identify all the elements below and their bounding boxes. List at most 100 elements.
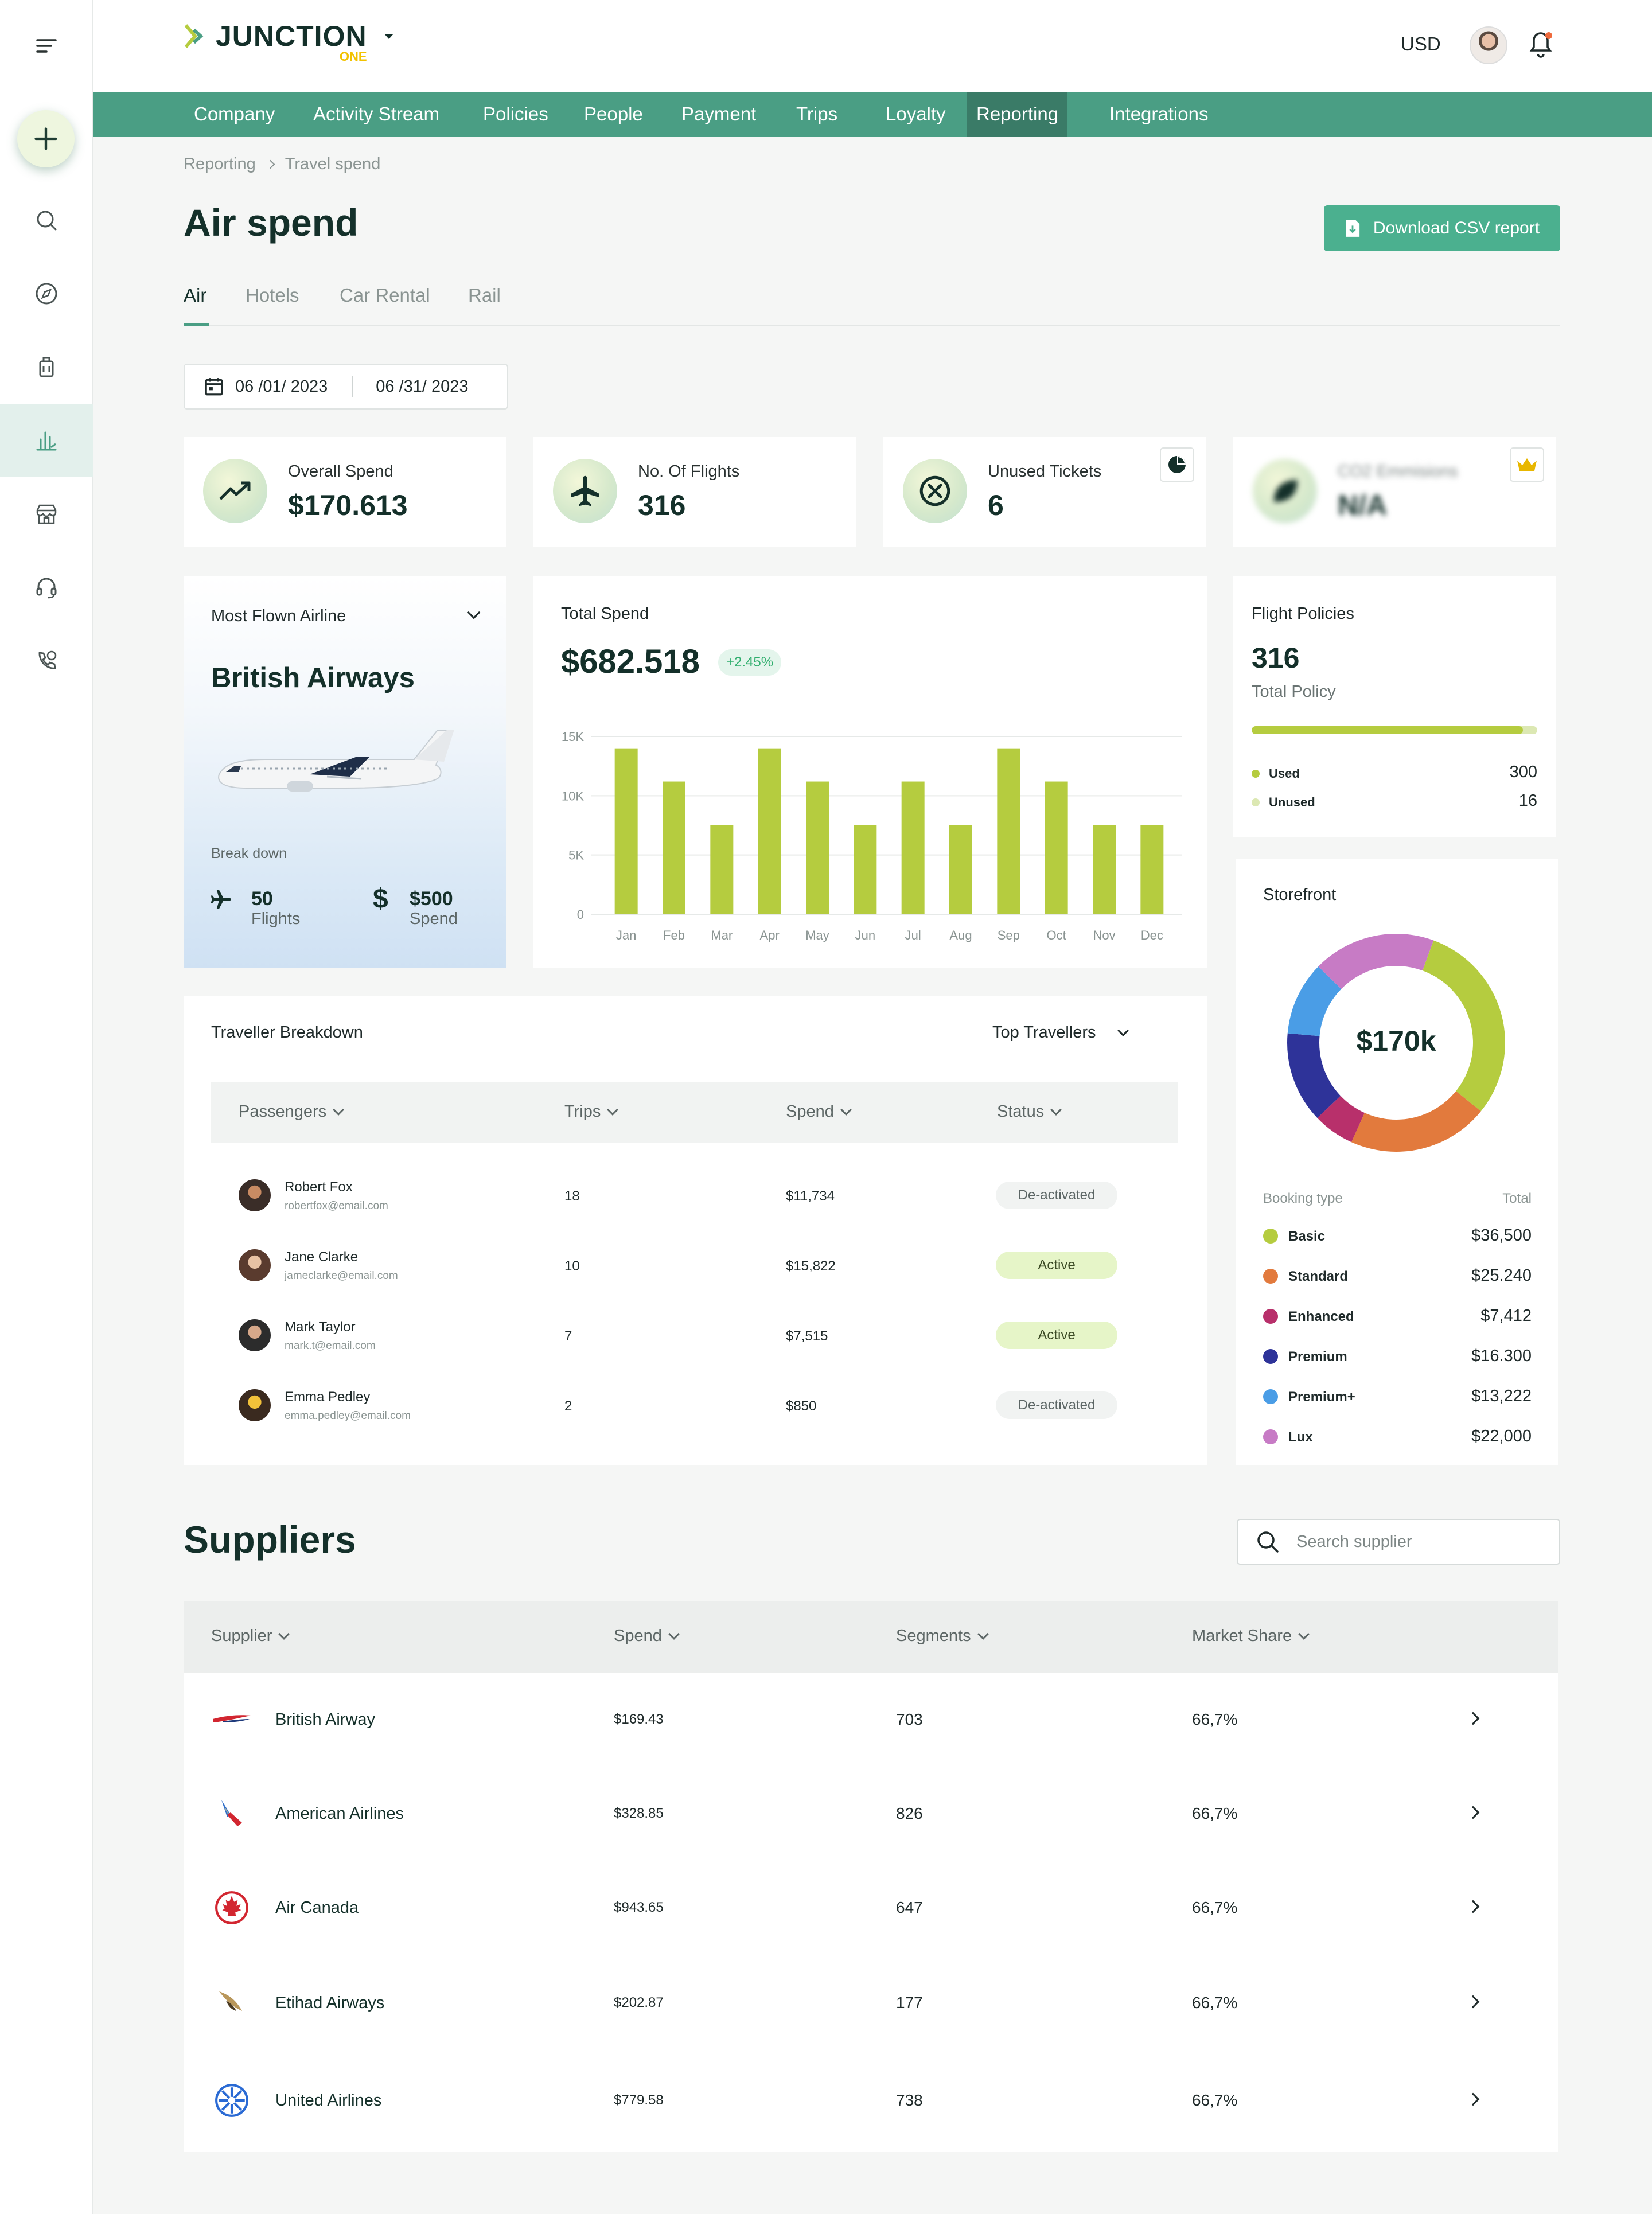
supplier-row[interactable]: Etihad Airways $202.87 177 66,7%	[184, 1957, 1558, 2049]
col-status[interactable]: Status	[997, 1102, 1062, 1121]
donut-slice[interactable]	[1422, 940, 1505, 1112]
british-airways-logo	[209, 1697, 255, 1743]
date-to[interactable]: 06 /31/ 2023	[376, 377, 469, 396]
donut-slice[interactable]	[1351, 1091, 1481, 1152]
chevron-right-icon[interactable]	[1466, 1900, 1480, 1913]
nav-company[interactable]: Company	[194, 103, 275, 124]
tabs-divider	[184, 325, 1560, 326]
legend-dot	[1263, 1269, 1278, 1284]
bar[interactable]	[614, 748, 638, 914]
bar[interactable]	[1045, 781, 1068, 914]
premium-badge[interactable]	[1510, 447, 1544, 482]
date-from[interactable]: 06 /01/ 2023	[235, 377, 328, 396]
col-market-share[interactable]: Market Share	[1192, 1627, 1310, 1646]
bar[interactable]	[901, 781, 925, 914]
supplier-row[interactable]: United Airlines $779.58 738 66,7%	[184, 2055, 1558, 2146]
traveller-row[interactable]: Robert Fox robertfox@email.com 18 $11,73…	[211, 1164, 1178, 1222]
legend-dot	[1263, 1389, 1278, 1404]
col-passengers[interactable]: Passengers	[239, 1102, 345, 1121]
store-icon	[36, 504, 57, 524]
donut-slice[interactable]	[1287, 966, 1342, 1036]
breadcrumb-reporting[interactable]: Reporting	[184, 155, 256, 173]
col-trips[interactable]: Trips	[564, 1102, 619, 1121]
bar[interactable]	[663, 781, 685, 914]
donut-slice[interactable]	[1317, 1096, 1365, 1143]
tab-hotels[interactable]: Hotels	[246, 284, 299, 306]
supplier-spend: $169.43	[614, 1712, 664, 1727]
create-new-button[interactable]	[17, 110, 75, 167]
sidebar-item-explore[interactable]	[0, 257, 93, 330]
chevron-right-icon[interactable]	[1466, 2092, 1480, 2106]
total-header: Total	[1502, 1191, 1532, 1206]
united-airlines-logo	[209, 2077, 255, 2123]
bar[interactable]	[710, 825, 734, 914]
traveller-row[interactable]: Jane Clarke jameclarke@email.com 10 $15,…	[211, 1234, 1178, 1292]
sidebar-item-reporting[interactable]	[0, 404, 93, 477]
total-spend-label: Total Spend	[561, 605, 649, 623]
donut-slice[interactable]	[1287, 1033, 1341, 1118]
donut-slice[interactable]	[1318, 934, 1434, 989]
brand-dropdown-icon[interactable]	[384, 33, 393, 39]
sidebar-item-contact[interactable]	[0, 624, 93, 697]
col-spend[interactable]: Spend	[786, 1102, 852, 1121]
nav-people[interactable]: People	[584, 103, 643, 124]
plus-icon	[34, 127, 57, 150]
brand-logo[interactable]: JUNCTION ONE	[184, 21, 393, 64]
traveller-row[interactable]: Emma Pedley emma.pedley@email.com 2 $850…	[211, 1374, 1178, 1432]
bar[interactable]	[806, 781, 829, 914]
logo-icon	[184, 24, 204, 48]
compass-icon	[36, 283, 57, 305]
sidebar-item-support[interactable]	[0, 551, 93, 624]
total-spend-value: $682.518	[561, 643, 700, 680]
nav-trips[interactable]: Trips	[796, 103, 838, 124]
tab-rail[interactable]: Rail	[468, 284, 501, 306]
menu-toggle-button[interactable]	[0, 9, 93, 83]
notifications-button[interactable]	[1527, 30, 1554, 63]
bar[interactable]	[854, 825, 877, 914]
chevron-right-icon[interactable]	[1466, 1806, 1480, 1819]
bar[interactable]	[1093, 825, 1116, 914]
bar[interactable]	[997, 748, 1020, 914]
nav-payment[interactable]: Payment	[681, 103, 757, 124]
traveller-row[interactable]: Mark Taylor mark.t@email.com 7 $7,515 Ac…	[211, 1304, 1178, 1362]
nav-policies[interactable]: Policies	[483, 103, 548, 124]
currency-selector[interactable]: USD	[1401, 33, 1441, 54]
tab-air[interactable]: Air	[184, 284, 207, 306]
col-segments[interactable]: Segments	[896, 1627, 989, 1646]
traveller-breakdown-title: Traveller Breakdown	[211, 1023, 363, 1042]
x-tick-label: Jan	[616, 928, 636, 942]
col-supplier-spend[interactable]: Spend	[614, 1627, 680, 1646]
supplier-search-input[interactable]: Search supplier	[1237, 1519, 1560, 1565]
suppliers-table-header	[184, 1601, 1558, 1673]
nav-integrations[interactable]: Integrations	[1109, 103, 1209, 124]
nav-reporting[interactable]: Reporting	[967, 92, 1068, 137]
download-csv-button[interactable]: Download CSV report	[1324, 205, 1560, 251]
traveller-trips: 10	[564, 1258, 580, 1274]
nav-loyalty[interactable]: Loyalty	[886, 103, 946, 124]
sidebar-item-trips[interactable]	[0, 330, 93, 404]
supplier-row[interactable]: British Airway $169.43 703 66,7%	[184, 1674, 1558, 1765]
bar[interactable]	[949, 825, 972, 914]
airplane-icon	[553, 459, 617, 523]
chevron-right-icon[interactable]	[1466, 1712, 1480, 1725]
chevron-down-icon	[1117, 1024, 1129, 1036]
sidebar-item-storefront[interactable]	[0, 477, 93, 551]
bar[interactable]	[1140, 825, 1164, 914]
traveller-spend: $850	[786, 1398, 817, 1414]
supplier-row[interactable]: Air Canada $943.65 647 66,7%	[184, 1862, 1558, 1954]
tab-car-rental[interactable]: Car Rental	[340, 284, 430, 306]
airplane-icon	[211, 890, 231, 909]
most-flown-airline-card: Most Flown Airline British Airways Break…	[184, 576, 506, 968]
sidebar-item-search[interactable]	[0, 184, 93, 257]
pie-chart-toggle[interactable]	[1160, 447, 1194, 482]
bar[interactable]	[758, 748, 781, 914]
date-range-picker[interactable]: 06 /01/ 2023 06 /31/ 2023	[184, 364, 508, 410]
airline-dropdown-icon[interactable]	[467, 606, 481, 619]
supplier-row[interactable]: American Airlines $328.85 826 66,7%	[184, 1768, 1558, 1860]
top-travellers-dropdown[interactable]: Top Travellers	[992, 1023, 1129, 1042]
chevron-right-icon[interactable]	[1466, 1995, 1480, 2009]
user-avatar[interactable]	[1470, 26, 1507, 64]
nav-activity-stream[interactable]: Activity Stream	[313, 103, 440, 124]
pie-chart-icon	[1168, 456, 1186, 473]
col-supplier[interactable]: Supplier	[211, 1627, 290, 1646]
